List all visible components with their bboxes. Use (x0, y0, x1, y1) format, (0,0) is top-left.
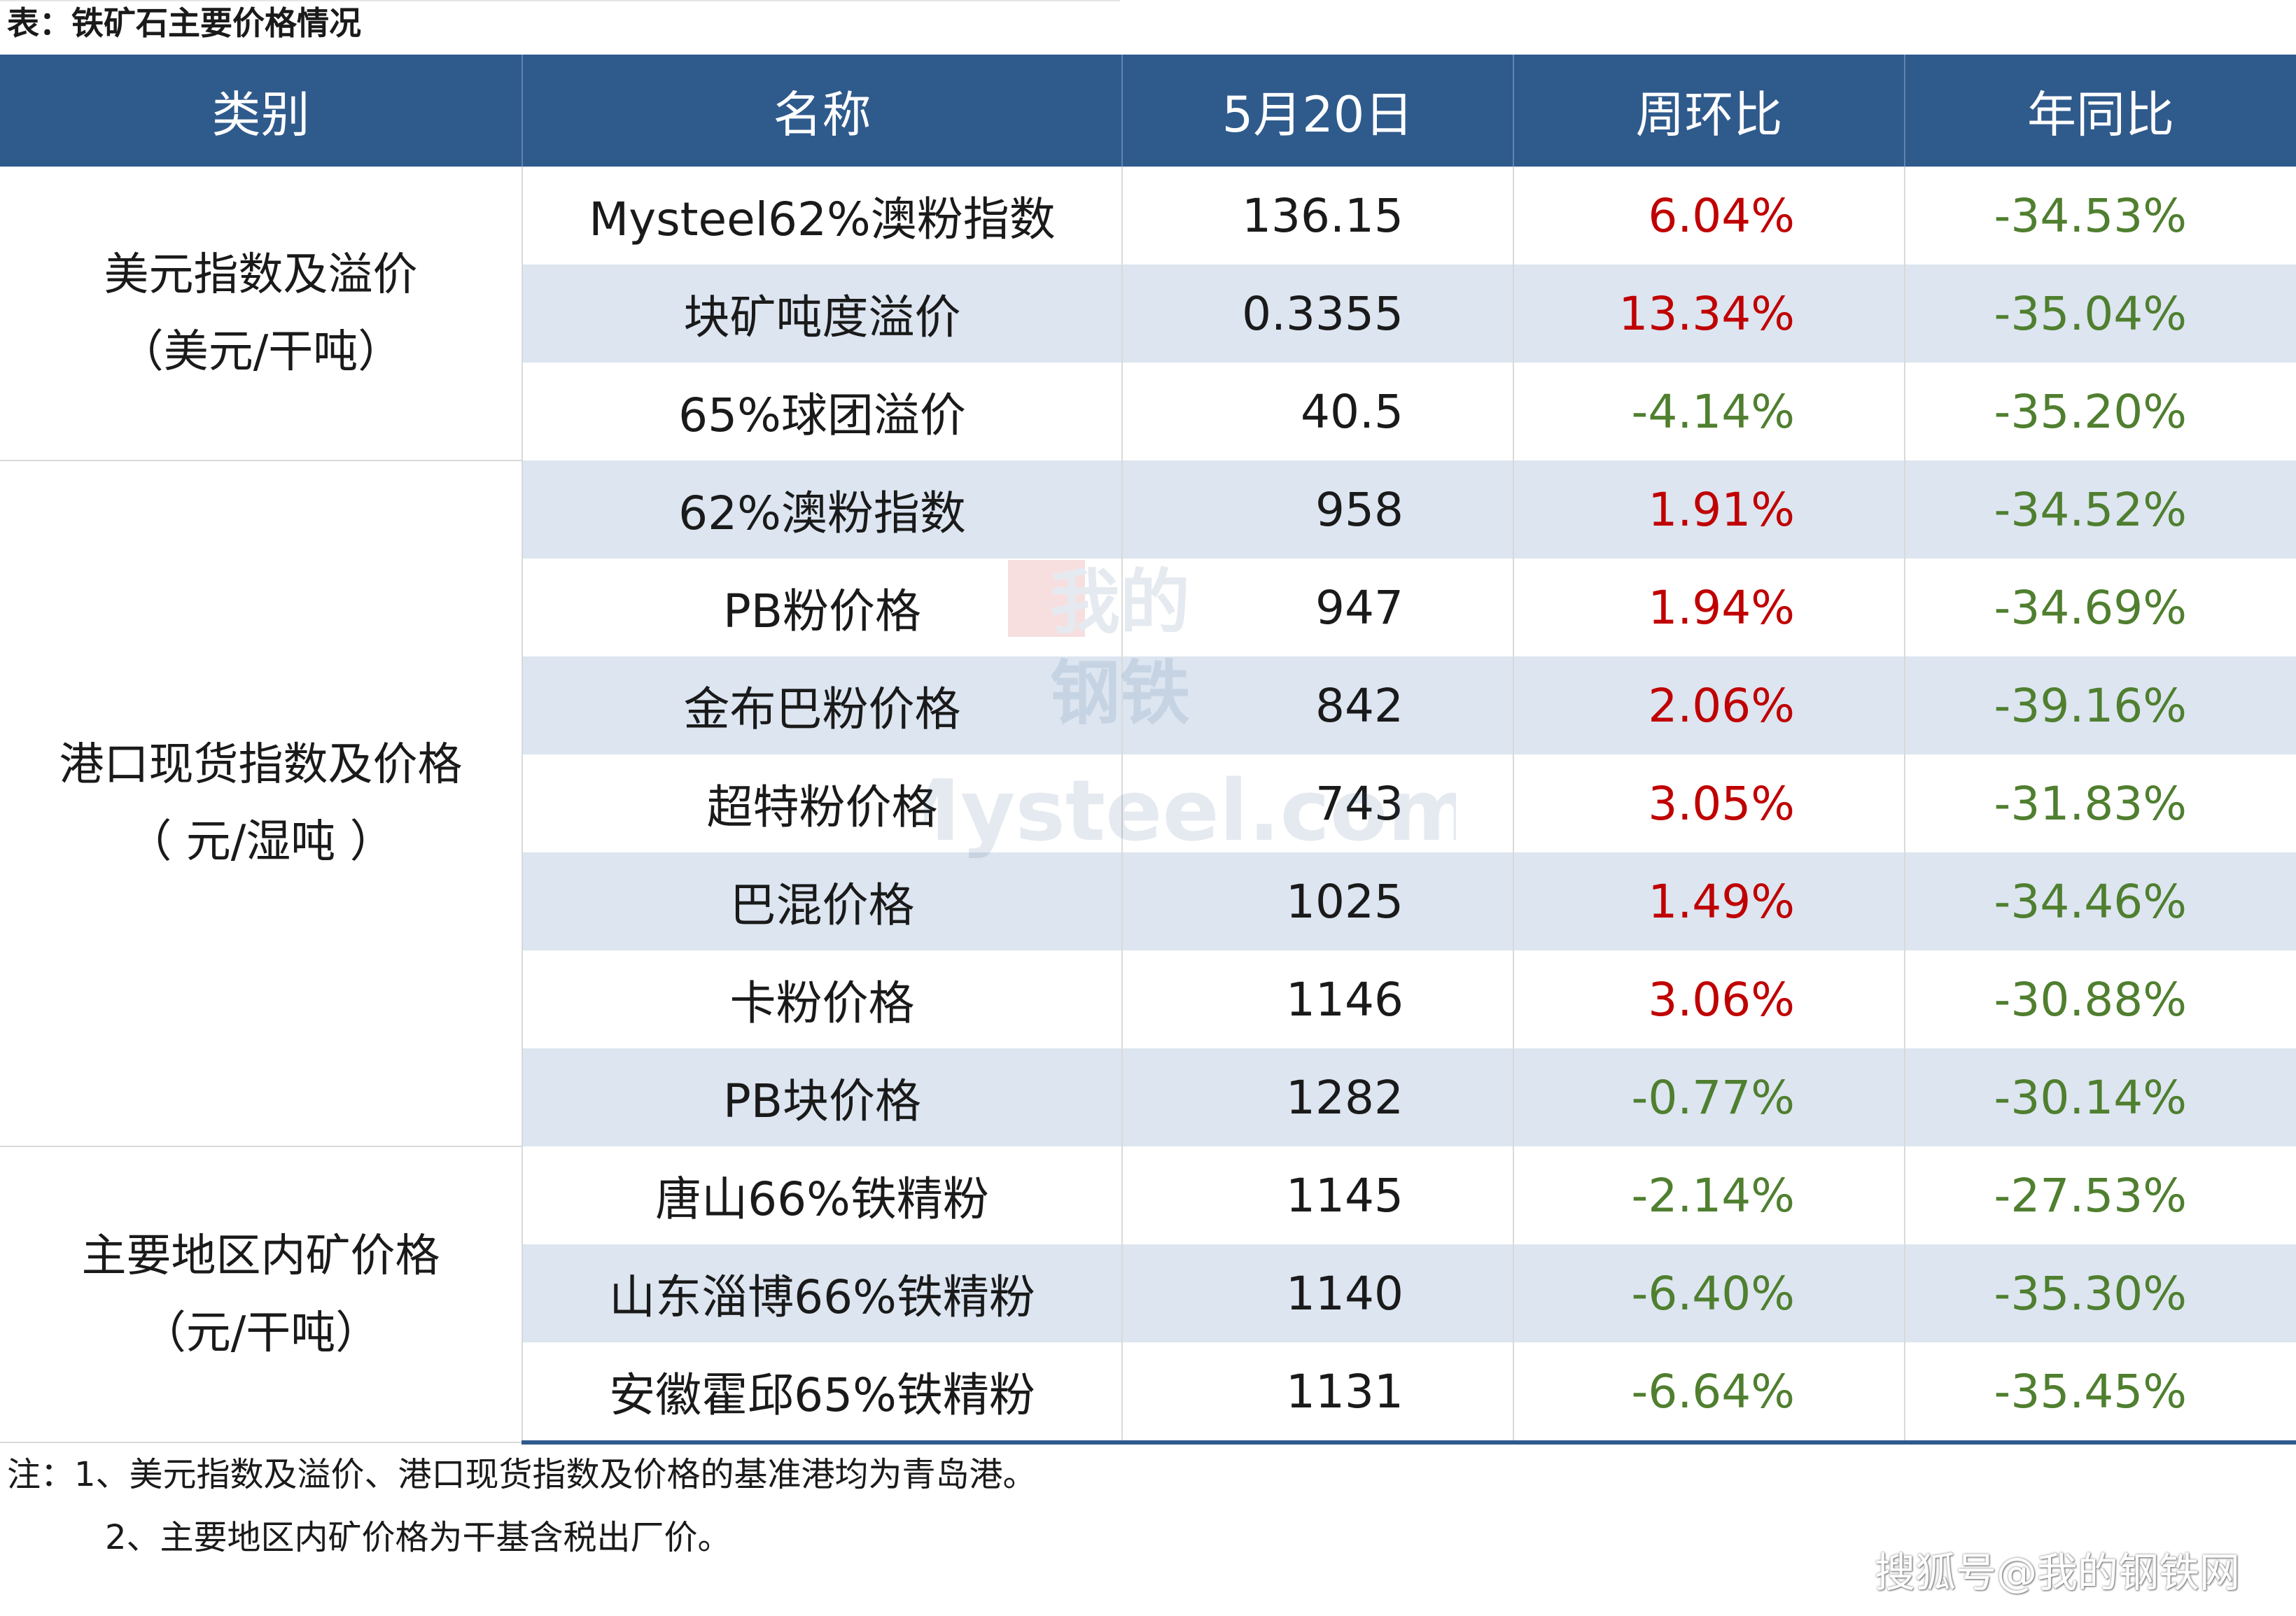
item-name: 块矿吨度溢价 (522, 265, 1123, 363)
item-name: 65%球团溢价 (522, 363, 1123, 461)
year-change: -35.04% (1905, 265, 2296, 363)
table-row: PB粉价格 947 1.94% -34.69% (0, 558, 2296, 656)
item-name: 62%澳粉指数 (522, 461, 1123, 558)
item-name: PB块价格 (522, 1048, 1123, 1146)
header-category: 类别 (0, 55, 523, 167)
table-row: 卡粉价格 1146 3.06% -30.88% (0, 950, 2296, 1048)
item-name: 金布巴粉价格 (522, 656, 1123, 754)
table-row: 巴混价格 1025 1.49% -34.46% (0, 852, 2296, 950)
year-change: -30.14% (1905, 1048, 2296, 1146)
price-value: 1145 (1122, 1146, 1514, 1244)
table-row: 港口现货指数及价格 （ 元/湿吨 ） 62%澳粉指数 958 1.91% -34.52% (0, 461, 2296, 1147)
item-name: 安徽霍邱65%铁精粉 (522, 1342, 1123, 1445)
year-change: -35.30% (1905, 1244, 2296, 1342)
source-brand: 搜狐号@我的钢铁网 (1874, 1549, 2240, 1596)
category-label: （ 元/湿吨 ） (127, 816, 395, 868)
year-change: -34.69% (1994, 580, 2187, 635)
week-change: 2.06% (1513, 656, 1905, 754)
table-row: 美元指数及溢价 （美元/干吨） Mysteel62%澳粉指数 136.15 6.04% -… (0, 167, 2296, 461)
header-year-change: 年同比 (1905, 55, 2296, 167)
table-title: 表：铁矿石主要价格情况 (7, 4, 361, 42)
header-date: 5月20日 (1122, 55, 1514, 167)
item-name: 唐山66%铁精粉 (522, 1146, 1123, 1244)
year-change: -34.53% (1994, 188, 2187, 243)
week-change: 1.94% (1513, 558, 1905, 656)
item-name: 超特粉价格 (522, 754, 1123, 852)
week-change: -0.77% (1513, 1048, 1905, 1146)
price-value: 958 (1122, 461, 1514, 558)
header-name: 名称 (522, 55, 1123, 167)
price-value: 842 (1122, 656, 1514, 754)
table-row: 山东淄博66%铁精粉 1140 -6.40% -35.30% (0, 1244, 2296, 1342)
item-name: 山东淄博66%铁精粉 (522, 1244, 1123, 1342)
week-change: -6.40% (1513, 1244, 1905, 1342)
price-value: 0.3355 (1122, 265, 1514, 363)
price-value: 947 (1122, 558, 1514, 656)
category-label: 美元指数及溢价 (104, 248, 418, 301)
year-change: -34.52% (1905, 461, 2296, 558)
week-change: 13.34% (1513, 265, 1905, 363)
year-change: -34.46% (1905, 852, 2296, 950)
table-row: 块矿吨度溢价 0.3355 13.34% -35.04% (0, 265, 2296, 363)
header-row: 类别 名称 5月20日 周环比 年同比 (0, 55, 2296, 167)
year-change: -27.53% (1994, 1168, 2187, 1223)
year-change: -31.83% (1994, 776, 2187, 831)
category-label: 港口现货指数及价格 (59, 739, 463, 791)
table-body: 美元指数及溢价 （美元/干吨） Mysteel62%澳粉指数 136.15 6.04% -… (0, 167, 2296, 1445)
year-change: -30.88% (1994, 972, 2187, 1027)
price-value: 1025 (1122, 852, 1514, 950)
price-value: 1140 (1122, 1244, 1514, 1342)
week-change: -6.64% (1513, 1342, 1905, 1445)
item-name: PB粉价格 (522, 558, 1123, 656)
week-change: 1.49% (1513, 852, 1905, 950)
category-cell: 港口现货指数及价格 （ 元/湿吨 ） (0, 461, 523, 1147)
price-value: 136.15 (1122, 167, 1514, 265)
title-rule (0, 0, 1120, 1)
year-change: -39.16% (1905, 656, 2296, 754)
header-week-change: 周环比 (1513, 55, 1905, 167)
price-value: 743 (1122, 754, 1514, 852)
table-row: 金布巴粉价格 842 2.06% -39.16% (0, 656, 2296, 754)
category-label: （元/干吨） (141, 1307, 381, 1359)
table-row: 65%球团溢价 40.5 -4.14% -35.20% (0, 363, 2296, 461)
note-1: 注：1、美元指数及溢价、港口现货指数及价格的基准港均为青岛港。 (7, 1455, 1037, 1494)
price-table: 类别 名称 5月20日 周环比 年同比 美元指数及溢价 （美元/干吨） Mystee… (0, 55, 2296, 1445)
table-row: PB块价格 1282 -0.77% -30.14% (0, 1048, 2296, 1146)
item-name: Mysteel62%澳粉指数 (522, 167, 1123, 265)
category-label: 主要地区内矿价格 (81, 1230, 440, 1282)
week-change: -4.14% (1513, 363, 1905, 461)
note-2: 2、主要地区内矿价格为干基含税出厂价。 (105, 1518, 732, 1557)
item-name: 卡粉价格 (522, 950, 1123, 1048)
week-change: -2.14% (1513, 1146, 1905, 1244)
table-notes: 注：1、美元指数及溢价、港口现货指数及价格的基准港均为青岛港。 2、主要地区内矿… (7, 1443, 1037, 1569)
price-value: 1146 (1122, 950, 1514, 1048)
category-cell: 主要地区内矿价格 （元/干吨） (0, 1146, 523, 1443)
item-name: 巴混价格 (522, 852, 1123, 950)
table-row: 超特粉价格 743 3.05% -31.83% (0, 754, 2296, 852)
week-change: 3.06% (1513, 950, 1905, 1048)
week-change: 6.04% (1513, 167, 1905, 265)
price-value: 1282 (1122, 1048, 1514, 1146)
table-row: 安徽霍邱65%铁精粉 1131 -6.64% -35.45% (0, 1342, 2296, 1445)
price-value: 1131 (1122, 1342, 1514, 1445)
year-change: -35.20% (1994, 384, 2187, 439)
category-cell: 美元指数及溢价 （美元/干吨） (0, 167, 523, 461)
week-change: 3.05% (1513, 754, 1905, 852)
week-change: 1.91% (1513, 461, 1905, 558)
year-change: -35.45% (1905, 1342, 2296, 1445)
price-value: 40.5 (1122, 363, 1514, 461)
table-row: 主要地区内矿价格 （元/干吨） 唐山66%铁精粉 1145 -2.14% -27.53% (0, 1146, 2296, 1443)
category-label: （美元/干吨） (118, 325, 403, 378)
